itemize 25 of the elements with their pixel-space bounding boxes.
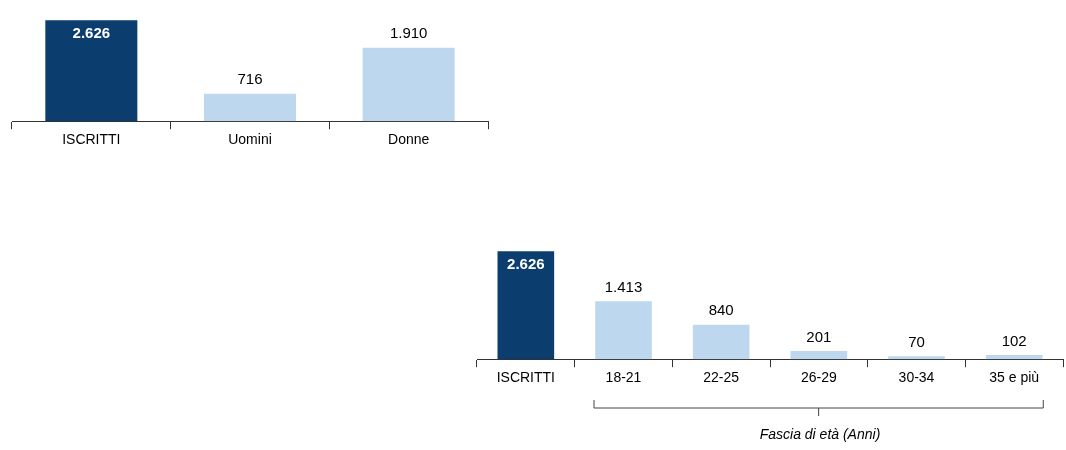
x-tick-label: 26-29 [800,369,837,386]
bar [790,350,848,360]
bar [985,355,1043,360]
data-label: 102 [1001,331,1027,349]
x-tick-label: Uomini [228,131,272,148]
bar [692,324,750,360]
data-label: 70 [908,332,925,350]
bar [497,251,555,360]
data-label: 1.413 [604,277,643,295]
x-tick-label: ISCRITTI [62,131,121,148]
x-tick-label: 30-34 [898,369,935,386]
x-tick-label: 22-25 [703,369,740,386]
x-tick-label: 18-21 [605,369,642,386]
x-tick-label: Donne [388,131,430,148]
data-label: 2.626 [507,255,545,272]
data-label: 716 [237,70,263,88]
data-label: 1.910 [389,24,428,42]
x-tick-label: ISCRITTI [496,369,556,386]
data-label: 840 [708,301,734,319]
bar [888,356,945,360]
data-label: 201 [806,327,832,345]
x-tick-label: 35 e più [989,369,1040,386]
x-axis-title: Fascia di età (Anni) [758,426,882,442]
data-label: 2.626 [72,24,111,41]
bar [595,301,652,360]
